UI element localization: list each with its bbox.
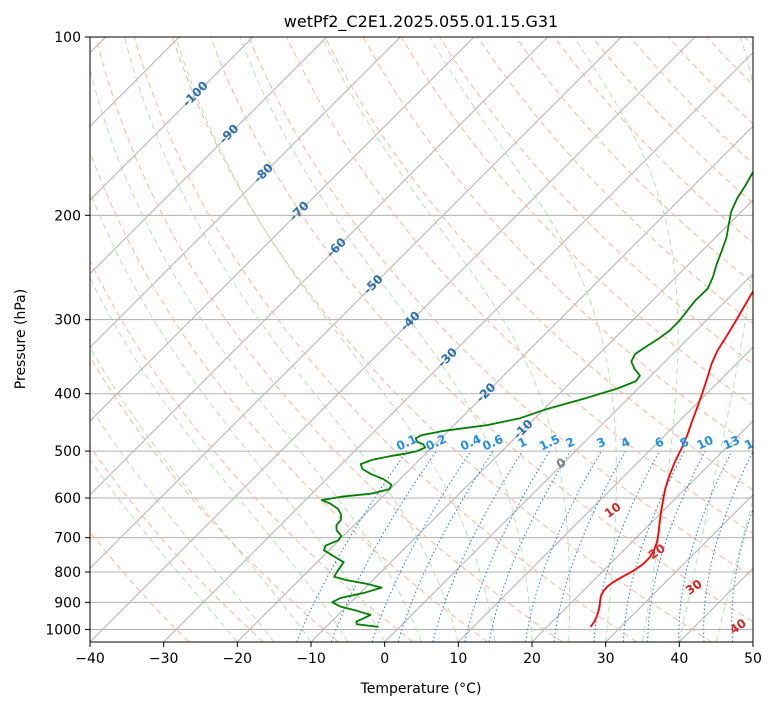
y-tick-label: 600 [54,491,81,507]
x-tick-label: −30 [149,651,179,667]
isotherm-line [531,420,753,642]
moist-adiabat [90,67,422,642]
dry-adiabat [210,37,753,623]
x-tick-label: −20 [223,651,253,667]
isotherm-line [163,51,753,642]
mixing-ratio-line [647,450,706,642]
dry-adiabat [515,37,753,284]
mixing-ratio-line [330,450,437,642]
isotherm-line [90,37,622,570]
mixing-ratio-line [397,450,494,642]
moist-adiabat [90,277,349,642]
dry-adiabat [324,37,753,491]
dry-adiabat [171,37,712,642]
x-tick-label: −10 [296,651,326,667]
y-tick-label: 200 [54,208,81,224]
background-lines [90,37,753,642]
dry-adiabat [248,37,753,578]
dewpoint-profile-line [320,170,753,628]
y-tick-label: 800 [54,565,81,581]
dry-adiabat [133,37,638,642]
mixing-ratio-label: 16 [742,433,763,453]
plot-frame [89,36,754,643]
x-tick-label: −40 [75,651,105,667]
isotherm-line [90,37,254,201]
x-tick-label: 40 [670,651,688,667]
mixing-ratio-line [553,450,627,642]
moist-adiabat [124,37,459,642]
isotherm-line [90,37,549,496]
y-axis-label: Pressure (hPa) [13,289,29,389]
mixing-ratio-label: 13 [721,433,742,453]
x-axis-label: Temperature (°C) [360,681,482,697]
y-tick-label: 500 [54,444,81,460]
mixing-ratio-line [464,450,551,642]
moist-adiabat [429,37,617,642]
mixing-ratio-line [488,450,571,642]
dry-adiabat [90,445,264,642]
mixing-ratio-line [432,450,523,642]
mixing-ratio-line [525,450,602,642]
isotherm-line [90,37,475,422]
moist-adiabat [90,405,275,642]
axes: −40 −30 −20 −10 0 10 20 30 40 50 100 200 300 400 500 60… [45,30,762,667]
moist-adiabat [239,37,533,642]
moist-adiabat [90,346,312,642]
temperature-profile-line [589,289,753,628]
mixing-ratio-line [296,450,408,642]
dry-adiabat [95,37,563,642]
profile-series [320,170,753,628]
isotherm-line [90,37,401,349]
x-tick-label: 30 [597,651,615,667]
isotherm-line [457,346,753,642]
mixing-ratio-line [678,450,733,642]
plot-area [90,37,753,642]
moist-adiabat [321,37,571,642]
y-tick-label: 400 [54,387,81,403]
moist-adiabat [573,37,679,642]
x-tick-label: 20 [523,651,541,667]
dry-adiabat [90,259,414,642]
y-tick-label: 300 [54,313,81,329]
y-tick-label: 700 [54,531,81,547]
isotherm-line [90,37,328,275]
x-tick-label: 50 [744,651,762,667]
moist-adiabat [90,190,386,642]
moist-adiabat [715,498,753,642]
y-tick-label: 900 [54,595,81,611]
x-tick-label: 0 [380,651,389,667]
isotherm-line [605,493,753,642]
mixing-ratio-line [371,450,472,642]
moist-adiabat [90,458,238,642]
moist-adiabat [678,37,753,642]
chart-title: wetPf2_C2E1.2025.055.01.15.G31 [284,12,558,32]
x-tick-label: 10 [449,651,467,667]
mixing-ratio-label: 10 [694,433,715,453]
moist-adiabat [175,37,496,642]
isotherm-line [384,272,753,642]
dry-adiabat [90,356,339,642]
y-tick-label: 1000 [45,622,81,638]
dry-adiabat [286,37,753,534]
y-tick-label: 100 [54,30,81,46]
